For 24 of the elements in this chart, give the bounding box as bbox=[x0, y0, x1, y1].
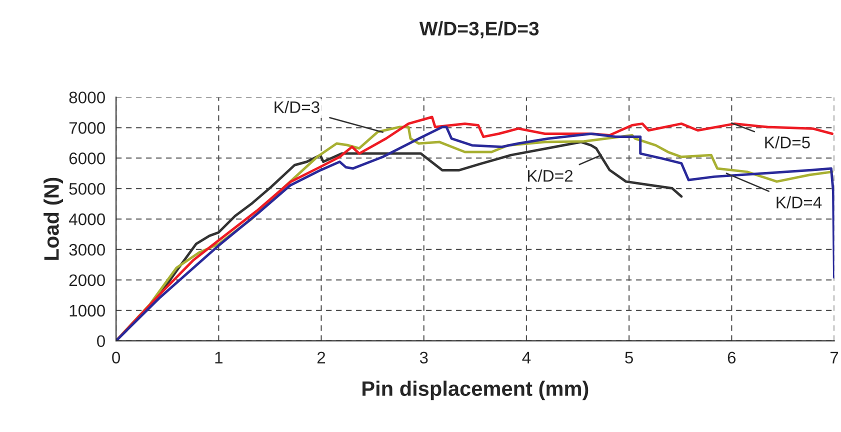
x-tick-label: 6 bbox=[728, 352, 736, 364]
y-axis-title: Load (N) bbox=[44, 178, 64, 260]
y-tick-label: 5000 bbox=[69, 182, 105, 195]
y-tick-label: 7000 bbox=[69, 122, 105, 134]
y-tick-label: 0 bbox=[97, 335, 105, 348]
y-tick-label: 3000 bbox=[69, 244, 105, 256]
y-tick-label: 6000 bbox=[69, 152, 105, 164]
y-tick-label: 4000 bbox=[68, 213, 105, 226]
annotation: K/D=2 bbox=[528, 170, 573, 182]
y-tick-label: 2000 bbox=[69, 274, 105, 286]
x-tick-label: 3 bbox=[420, 352, 428, 364]
annotation: K/D=5 bbox=[765, 136, 810, 148]
chart-title: W/D=3,E/D=3 bbox=[419, 21, 539, 38]
x-tick-label: 7 bbox=[830, 352, 838, 364]
y-tick-label: 1000 bbox=[70, 304, 105, 317]
x-tick-label: 2 bbox=[317, 352, 326, 364]
x-tick-label: 4 bbox=[522, 352, 531, 364]
annotation: K/D=3 bbox=[274, 100, 320, 114]
x-tick-label: 1 bbox=[215, 352, 222, 364]
x-axis-title: Pin displacement (mm) bbox=[362, 380, 588, 400]
x-tick-label: 0 bbox=[112, 352, 120, 364]
annotation: K/D=4 bbox=[776, 196, 822, 208]
y-tick-label: 8000 bbox=[69, 92, 105, 104]
x-tick-label: 5 bbox=[625, 352, 634, 364]
